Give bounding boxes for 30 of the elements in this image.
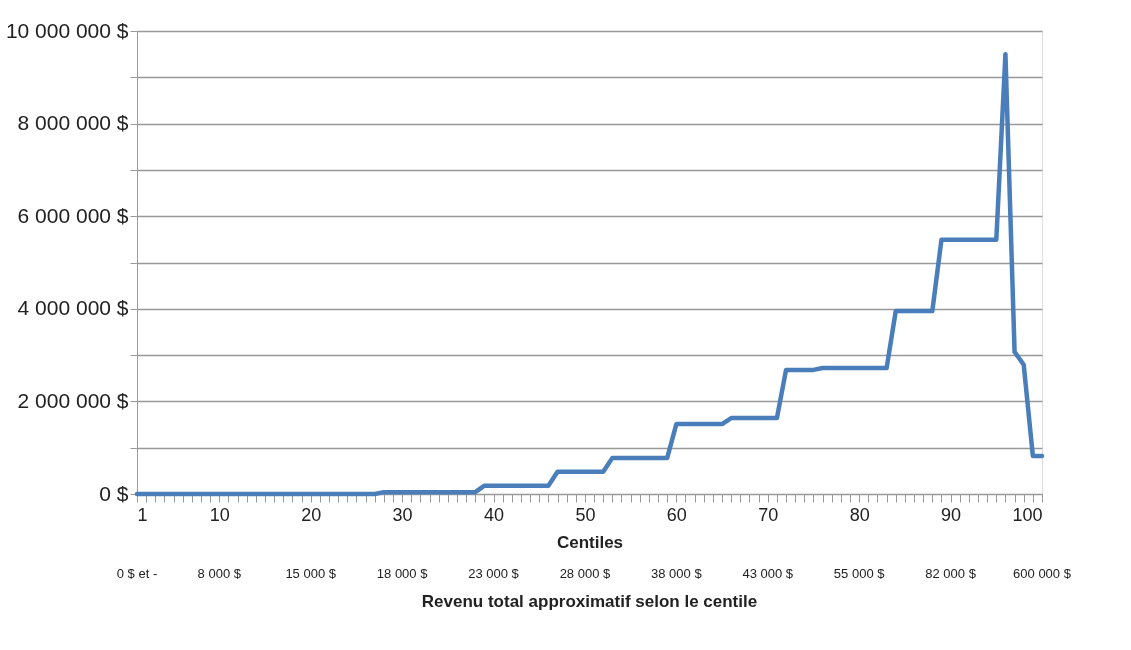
text: 8 000 $ [197,566,242,581]
x-tick-label: 50 [575,504,596,525]
text: 15 000 $ [285,566,337,581]
y-tick-label: 10 000 000 $ [5,18,129,42]
y-tick-label: 2 000 000 $ [17,388,129,412]
x-tick-label: 80 [849,504,870,525]
y-tick-label: 4 000 000 $ [17,296,129,320]
x-tick-label: 90 [941,504,962,525]
text: 0 $ et - [116,566,158,581]
x-tick-label: 60 [666,504,687,525]
text: 23 000 $ [468,566,520,581]
x-tick-label: 10 [209,504,230,525]
x-tick-label: 40 [484,504,505,525]
text: 55 000 $ [833,566,886,581]
text: 82 000 $ [925,566,977,581]
x-tick-label: 100 [1012,504,1043,525]
y-tick-label: 0 $ [99,481,129,505]
text: 43 000 $ [742,566,794,581]
text: Revenu total approximatif selon le centile [421,592,758,611]
text: 28 000 $ [559,566,611,581]
x-tick-label: 70 [758,504,779,525]
y-tick-label: 8 000 000 $ [17,111,129,135]
text: 38 000 $ [651,566,703,581]
y-tick-label: 6 000 000 $ [17,203,129,227]
x-axis-title: Centiles [556,532,624,552]
x-tick-label: 30 [392,504,413,525]
x-tick-label: 20 [301,504,322,525]
text: 600 000 $ [1013,566,1072,581]
text: 18 000 $ [376,566,429,581]
x-tick-label: 1 [137,504,148,525]
